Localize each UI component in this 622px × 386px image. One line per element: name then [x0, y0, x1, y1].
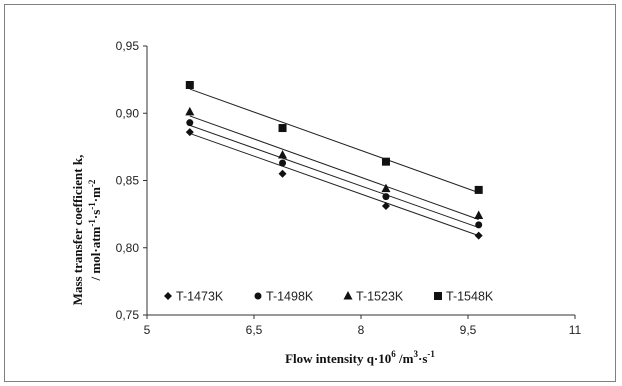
- y-tick-label: 0,80: [116, 241, 140, 255]
- data-points: [185, 81, 484, 240]
- fit-lines: [189, 88, 479, 237]
- legend: T-1473K T-1498K T-1523K T-1548K: [164, 290, 494, 304]
- x-tick-label: 8: [358, 323, 365, 337]
- legend-label-t-1523k: T-1523K: [356, 290, 404, 304]
- x-tick-label: 5: [144, 323, 151, 337]
- trendline-t-1548k: [189, 88, 479, 194]
- trendline-t-1523k: [189, 115, 479, 220]
- point-t-1548k: [278, 124, 287, 133]
- point-t-1523k: [185, 106, 195, 116]
- x-tick-label: 11: [569, 323, 582, 337]
- trendline-t-1498k: [189, 124, 479, 229]
- chart-frame: [4, 4, 616, 382]
- point-t-1498k: [186, 119, 194, 127]
- ticks: 0,75 0,80 0,85 0,90 0,95 5 6,5 8 9,5 11: [116, 39, 582, 337]
- point-t-1498k: [382, 193, 390, 201]
- point-t-1473k: [185, 128, 194, 137]
- legend-marker-t-1523k: [343, 291, 353, 300]
- point-t-1473k: [474, 231, 483, 240]
- point-t-1548k: [474, 185, 483, 194]
- legend-item-t-1523k: T-1523K: [343, 290, 404, 304]
- point-t-1498k: [475, 221, 483, 229]
- axes: [146, 46, 575, 316]
- legend-item-t-1498k: T-1498K: [254, 290, 314, 304]
- legend-label-t-1498k: T-1498K: [266, 290, 314, 304]
- x-tick-label: 9,5: [460, 323, 477, 337]
- legend-label-t-1548k: T-1548K: [446, 290, 494, 304]
- legend-marker-t-1473k: [164, 292, 172, 300]
- point-t-1548k: [381, 157, 390, 166]
- legend-marker-t-1498k: [254, 292, 262, 300]
- point-t-1498k: [279, 159, 287, 167]
- point-t-1523k: [278, 149, 288, 159]
- point-t-1548k: [185, 81, 194, 90]
- point-t-1473k: [381, 202, 390, 211]
- y-tick-label: 0,85: [116, 174, 140, 188]
- point-t-1523k: [381, 183, 391, 193]
- y-axis-title-line1: Mass transfer coefficient k,: [70, 155, 85, 306]
- legend-item-t-1473k: T-1473K: [164, 290, 224, 304]
- x-axis-title: Flow intensity q·106 /m3·s-1: [285, 349, 435, 366]
- y-axis-title-line2: / mol·atm-1·s-1·m-2: [87, 179, 103, 281]
- point-t-1523k: [474, 210, 484, 219]
- y-tick-label: 0,90: [116, 106, 140, 120]
- x-tick-label: 6,5: [246, 323, 263, 337]
- legend-label-t-1473k: T-1473K: [176, 290, 224, 304]
- y-tick-label: 0,75: [116, 308, 140, 322]
- legend-item-t-1548k: T-1548K: [434, 290, 494, 304]
- legend-marker-t-1548k: [434, 292, 442, 300]
- trendline-t-1473k: [189, 132, 479, 237]
- point-t-1473k: [278, 169, 287, 178]
- y-tick-label: 0,95: [116, 39, 140, 53]
